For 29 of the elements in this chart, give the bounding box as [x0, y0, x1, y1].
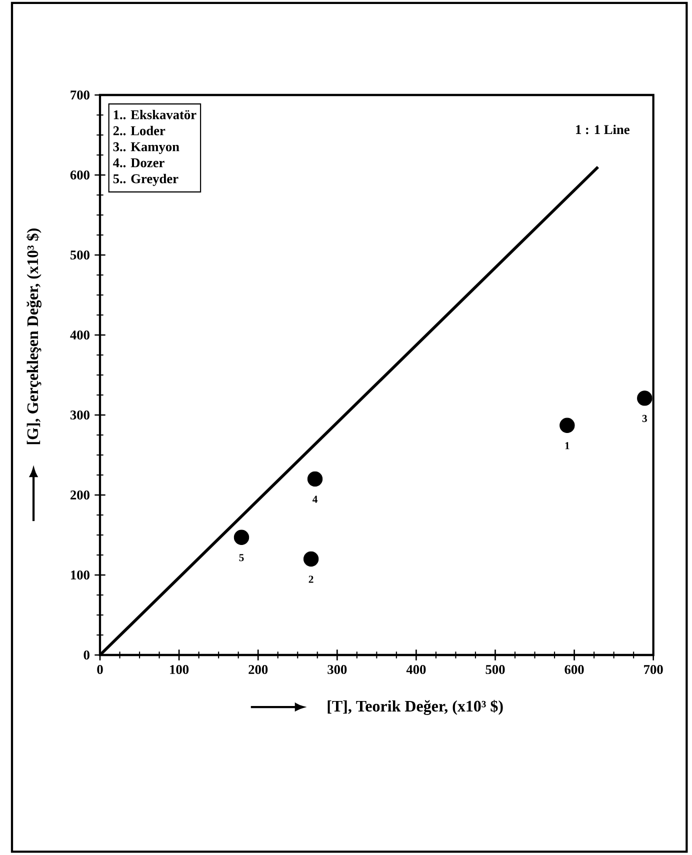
annotation: 3	[642, 414, 647, 422]
annotation: 2	[308, 576, 314, 583]
y-axis-title: [G], Gerçekleşen Değer, (x10³ $)	[26, 228, 42, 444]
x-tick-label: 500	[486, 665, 505, 674]
annotation: 1	[565, 442, 570, 450]
y-tick-label: 400	[70, 330, 90, 340]
x-tick-label: 600	[564, 665, 584, 674]
x-tick-label: 300	[328, 665, 347, 674]
y-tick-label: 0	[84, 650, 90, 660]
y-tick-label: 100	[71, 570, 90, 580]
y-tick-label: 700	[70, 90, 90, 100]
x-tick-label: 0	[97, 665, 103, 674]
text: 1 : 1 Line	[576, 124, 630, 134]
annotation: 4	[312, 496, 318, 503]
x-axis-title: [T], Teorik Değer, (x10³ $)	[328, 700, 503, 715]
y-tick-label: 200	[70, 490, 90, 500]
annotation: 3.. Kamyon	[113, 142, 180, 154]
x-tick-label: 400	[406, 665, 426, 674]
annotation: 4.. Dozer	[113, 158, 164, 168]
x-tick-label: 200	[248, 665, 268, 674]
x-tick-label: 700	[644, 665, 663, 674]
annotation: 1.. Ekskavatör	[114, 110, 196, 120]
y-tick-label: 500	[70, 250, 90, 260]
x-tick-label: 100	[170, 665, 189, 674]
y-tick-label: 600	[70, 170, 90, 180]
annotation: 5.. Greyder	[113, 174, 178, 186]
y-tick-label: 300	[70, 410, 90, 420]
annotation: 5	[239, 554, 244, 562]
annotation: 2.. Loder	[113, 126, 166, 136]
